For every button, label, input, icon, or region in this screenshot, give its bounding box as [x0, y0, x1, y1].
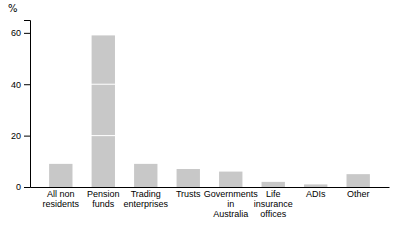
bar [92, 35, 115, 187]
x-tick: Other [347, 189, 370, 199]
x-tick: Pensionfunds [87, 189, 120, 209]
x-axis-line [31, 187, 390, 188]
x-tick-label: Other [347, 189, 370, 199]
x-tick-label: GovernmentsinAustralia [204, 189, 259, 219]
bar [304, 184, 327, 187]
x-tick-label: Pensionfunds [87, 189, 120, 209]
x-tick-label: Trusts [176, 189, 201, 199]
chart: 0 20 40 60 All nonresidents PensionfundsTradi… [0, 0, 397, 227]
grid-line [30, 32, 389, 33]
y-tick: 40 [11, 80, 30, 90]
x-tick: ADIs [306, 189, 326, 199]
x-tick: Lifeinsuranceoffices [254, 189, 293, 219]
bar [347, 174, 370, 187]
y-tick-label: 60 [11, 28, 21, 38]
y-tick-mark [24, 84, 30, 85]
y-tick-mark [24, 187, 30, 188]
y-axis-line [24, 21, 31, 188]
grid-line [30, 135, 389, 136]
x-tick-label: Tradingenterprises [124, 189, 169, 209]
x-tick-label: All nonresidents [43, 189, 80, 209]
y-axis-label: % [8, 3, 18, 14]
x-tick: Trusts [176, 189, 201, 199]
x-tick: GovernmentsinAustralia [204, 189, 259, 219]
y-tick-label: 0 [16, 182, 21, 192]
x-tick-label: Lifeinsuranceoffices [254, 189, 293, 219]
bar [49, 164, 72, 187]
y-tick-mark [24, 136, 30, 137]
y-axis: 0 20 40 60 [11, 21, 31, 193]
bar [177, 169, 200, 187]
x-tick: Tradingenterprises [124, 189, 169, 209]
y-tick: 60 [11, 28, 30, 38]
x-tick: All nonresidents [43, 189, 80, 209]
plot: 0 20 40 60 All nonresidents PensionfundsTradi… [11, 21, 390, 220]
grid-line [30, 84, 389, 85]
bar [262, 182, 285, 187]
y-tick: 0 [16, 182, 30, 192]
marks [30, 33, 389, 187]
x-tick-label: ADIs [306, 189, 326, 199]
y-tick-label: 20 [11, 131, 21, 141]
y-tick: 20 [11, 131, 30, 141]
bar [134, 164, 157, 187]
bar [219, 172, 242, 187]
y-tick-label: 40 [11, 80, 21, 90]
y-tick-mark [24, 33, 30, 34]
x-axis: All nonresidents PensionfundsTradingenter… [31, 188, 390, 220]
